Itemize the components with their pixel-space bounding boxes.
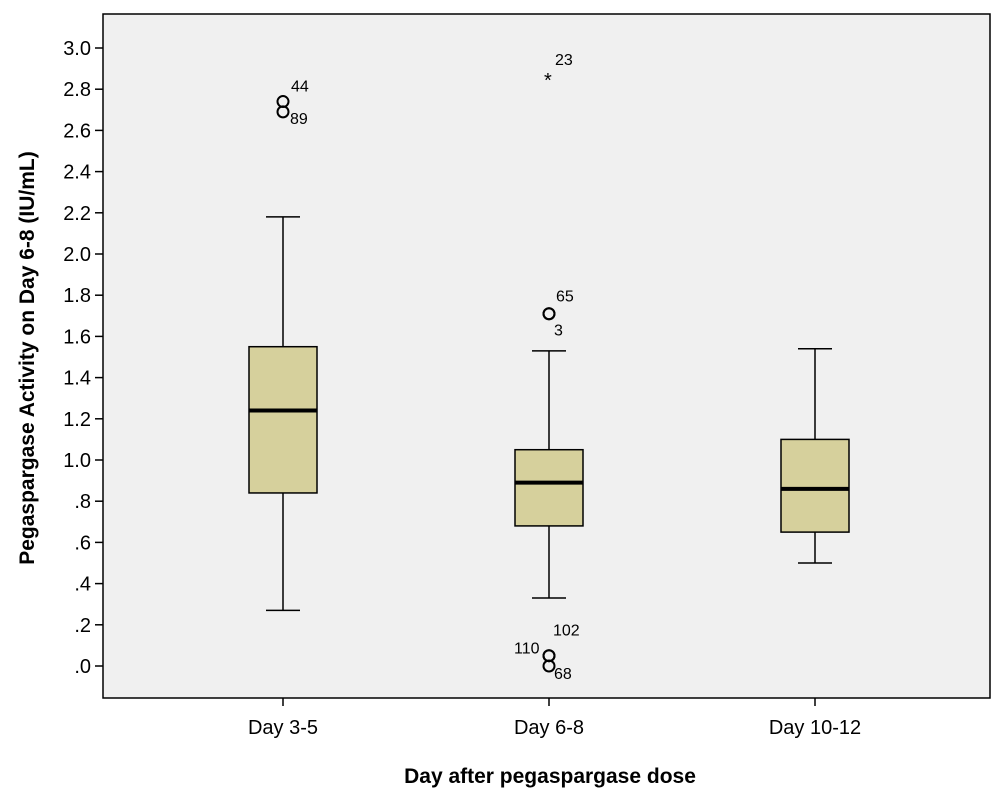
iqr-box [514,448,584,527]
extreme-outlier-marker: * [544,70,552,92]
outlier-label: 65 [556,289,574,306]
x-tick-label: Day 6-8 [514,717,584,739]
y-tick-label: 2.0 [63,244,91,266]
y-tick-label: .0 [74,656,91,678]
y-tick-label: 1.6 [63,326,91,348]
outlier-label: 110 [514,641,540,658]
y-tick-label: 1.2 [63,409,91,431]
y-axis-title: Pegaspargase Activity on Day 6-8 (IU/mL) [16,151,39,565]
iqr-box [780,438,850,533]
y-tick-label: 1.4 [63,368,91,390]
box-day-10-12 [780,348,850,564]
y-tick-label: 2.2 [63,203,91,225]
outlier-marker [542,307,556,321]
y-tick-label: 3.0 [63,38,91,60]
outlier-label: 44 [291,79,309,96]
y-tick-label: 1.0 [63,450,91,472]
outlier-label: 102 [553,623,580,640]
y-tick-label: 1.8 [63,285,91,307]
x-axis: Day 3-5 Day 6-8 Day 10-12 [248,698,861,739]
y-tick-label: 2.8 [63,79,91,101]
y-tick-label: .4 [74,574,91,596]
y-tick-label: .6 [74,532,91,554]
y-tick-label: 2.4 [63,162,91,184]
plot-area [102,13,991,699]
box-day-6-8: *23 65 3 102 110 68 [514,52,584,683]
y-tick-label: .2 [74,615,91,637]
box-day-3-5: 44 89 [248,79,318,612]
y-tick-label: .8 [74,491,91,513]
x-tick-label: Day 3-5 [248,717,318,739]
outlier-label: 23 [555,52,573,69]
x-axis-title: Day after pegaspargase dose [404,765,696,788]
y-tick-label: 2.6 [63,120,91,142]
x-tick-label: Day 10-12 [769,717,861,739]
iqr-box [248,345,318,494]
boxes: 44 89 *23 65 3 102 110 68 [248,52,850,683]
outlier-label: 3 [554,323,563,340]
y-axis: .0 .2 .4 .6 .8 1.0 1.2 1.4 1.6 1.8 2.0 2.2 2.4 2.6 2.8… [63,38,103,678]
outlier-marker [542,659,556,673]
outlier-label: 89 [290,111,308,128]
outlier-label: 68 [554,666,572,683]
outlier-marker [276,105,290,119]
